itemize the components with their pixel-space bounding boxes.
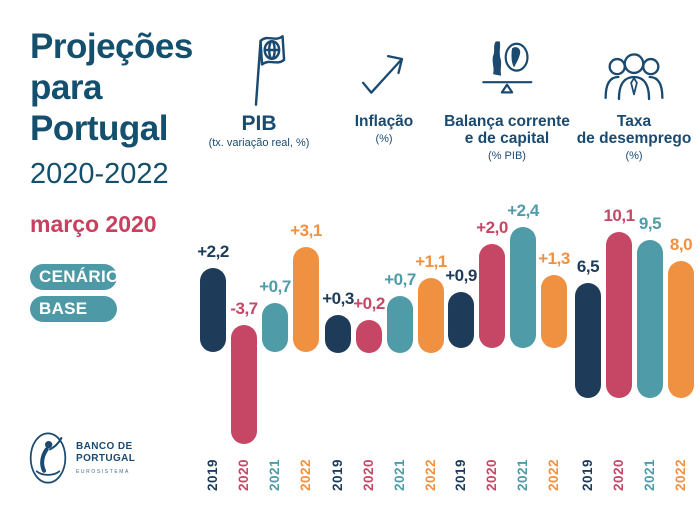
value-label-2020: -3,7	[230, 299, 258, 318]
scenario-pill-cenario: CENÁRIO	[30, 264, 119, 290]
value-label-2021: +0,7	[259, 277, 291, 296]
people-icon	[571, 25, 697, 107]
title-line-3: Portugal	[30, 109, 168, 148]
bar-2020	[606, 232, 632, 398]
value-label-2020: 10,1	[603, 206, 635, 225]
bar-2020	[231, 325, 257, 444]
plot-balanca: +0,9 +2,0 +2,4 +1,3	[444, 190, 570, 460]
flag-sphere-icon	[196, 25, 322, 107]
bar-2019	[200, 268, 226, 352]
chart-group-inflacao: Inflação (%) +0,3 +0,2 +0,7 +1,1 2019 2020 20…	[321, 25, 447, 503]
bank-name-line-1: BANCO DE	[76, 441, 133, 452]
group-subtitle-inflacao: (%)	[375, 133, 393, 145]
value-label-2021: 9,5	[638, 214, 662, 233]
group-title-inflacao: Inflação	[354, 113, 414, 130]
value-label-2021: +2,4	[507, 201, 539, 220]
plot-inflacao: +0,3 +0,2 +0,7 +1,1	[321, 190, 447, 460]
balance-scale-icon	[444, 25, 570, 107]
value-label-2019: 6,5	[576, 257, 600, 276]
group-title-balanca: Balança corrente e de capital	[444, 113, 570, 147]
bank-subtext: EUROSISTEMA	[76, 469, 130, 475]
value-label-2019: +0,9	[445, 266, 477, 285]
group-title-pib: PIB	[241, 112, 277, 135]
bar-2022	[541, 275, 567, 348]
title-line-2: para	[30, 68, 102, 107]
bar-2022	[418, 278, 444, 353]
bar-2022	[293, 247, 319, 352]
chart-group-balanca: Balança corrente e de capital (% PIB) +0…	[444, 25, 570, 503]
value-label-2020: +0,2	[353, 294, 385, 313]
bar-2019	[448, 292, 474, 348]
bar-2021	[262, 303, 288, 352]
bar-2021	[637, 240, 663, 398]
years-pib: 2019 2020 2021 2022	[196, 453, 322, 499]
chart-group-desemprego: Taxa de desemprego (%) 6,5 10,1 9,5 8,0 201…	[571, 25, 697, 503]
bar-2022	[668, 261, 694, 398]
scenario-pill-base: BASE	[30, 296, 117, 322]
value-label-2022: +1,1	[415, 252, 447, 271]
trend-arrow-icon	[321, 25, 447, 107]
group-title-desemprego: Taxa de desemprego	[576, 113, 692, 147]
period-label: 2020-2022	[30, 158, 169, 190]
bar-2021	[510, 227, 536, 348]
bar-2020	[356, 320, 382, 353]
value-label-2019: +2,2	[197, 242, 229, 261]
year-label-2022: 2022	[673, 458, 688, 492]
bank-logo-text: BANCO DE PORTUGAL EUROSISTEMA	[76, 441, 135, 475]
bar-2019	[325, 315, 351, 353]
bar-2019	[575, 283, 601, 398]
bar-2021	[387, 296, 413, 353]
years-balanca: 2019 2020 2021 2022	[444, 453, 570, 499]
value-label-2022: +1,3	[538, 249, 570, 268]
bar-2020	[479, 244, 505, 348]
group-subtitle-pib: (tx. variação real, %)	[208, 137, 310, 149]
value-label-2022: 8,0	[669, 235, 693, 254]
plot-desemprego: 6,5 10,1 9,5 8,0	[571, 190, 697, 460]
value-label-2022: +3,1	[290, 221, 322, 240]
date-label: março 2020	[30, 211, 157, 237]
left-panel: Projeções para Portugal 2020-2022 março …	[29, 26, 200, 484]
group-subtitle-desemprego: (%)	[625, 150, 643, 162]
value-label-2021: +0,7	[384, 270, 416, 289]
value-label-2020: +2,0	[476, 218, 508, 237]
page-title: Projeções para Portugal	[30, 26, 200, 149]
years-desemprego: 2019 2020 2021 2022	[571, 453, 697, 499]
bank-emblem-icon	[28, 430, 68, 486]
bank-logo: BANCO DE PORTUGAL EUROSISTEMA	[28, 430, 198, 486]
group-subtitle-balanca: (% PIB)	[488, 150, 526, 162]
years-inflacao: 2019 2020 2021 2022	[321, 453, 447, 499]
chart-group-pib: PIB (tx. variação real, %) +2,2 -3,7 +0,7 +…	[196, 25, 322, 503]
title-line-1: Projeções	[30, 27, 193, 66]
bank-name-line-2: PORTUGAL	[76, 453, 136, 464]
value-label-2019: +0,3	[322, 289, 354, 308]
plot-pib: +2,2 -3,7 +0,7 +3,1	[196, 190, 322, 460]
